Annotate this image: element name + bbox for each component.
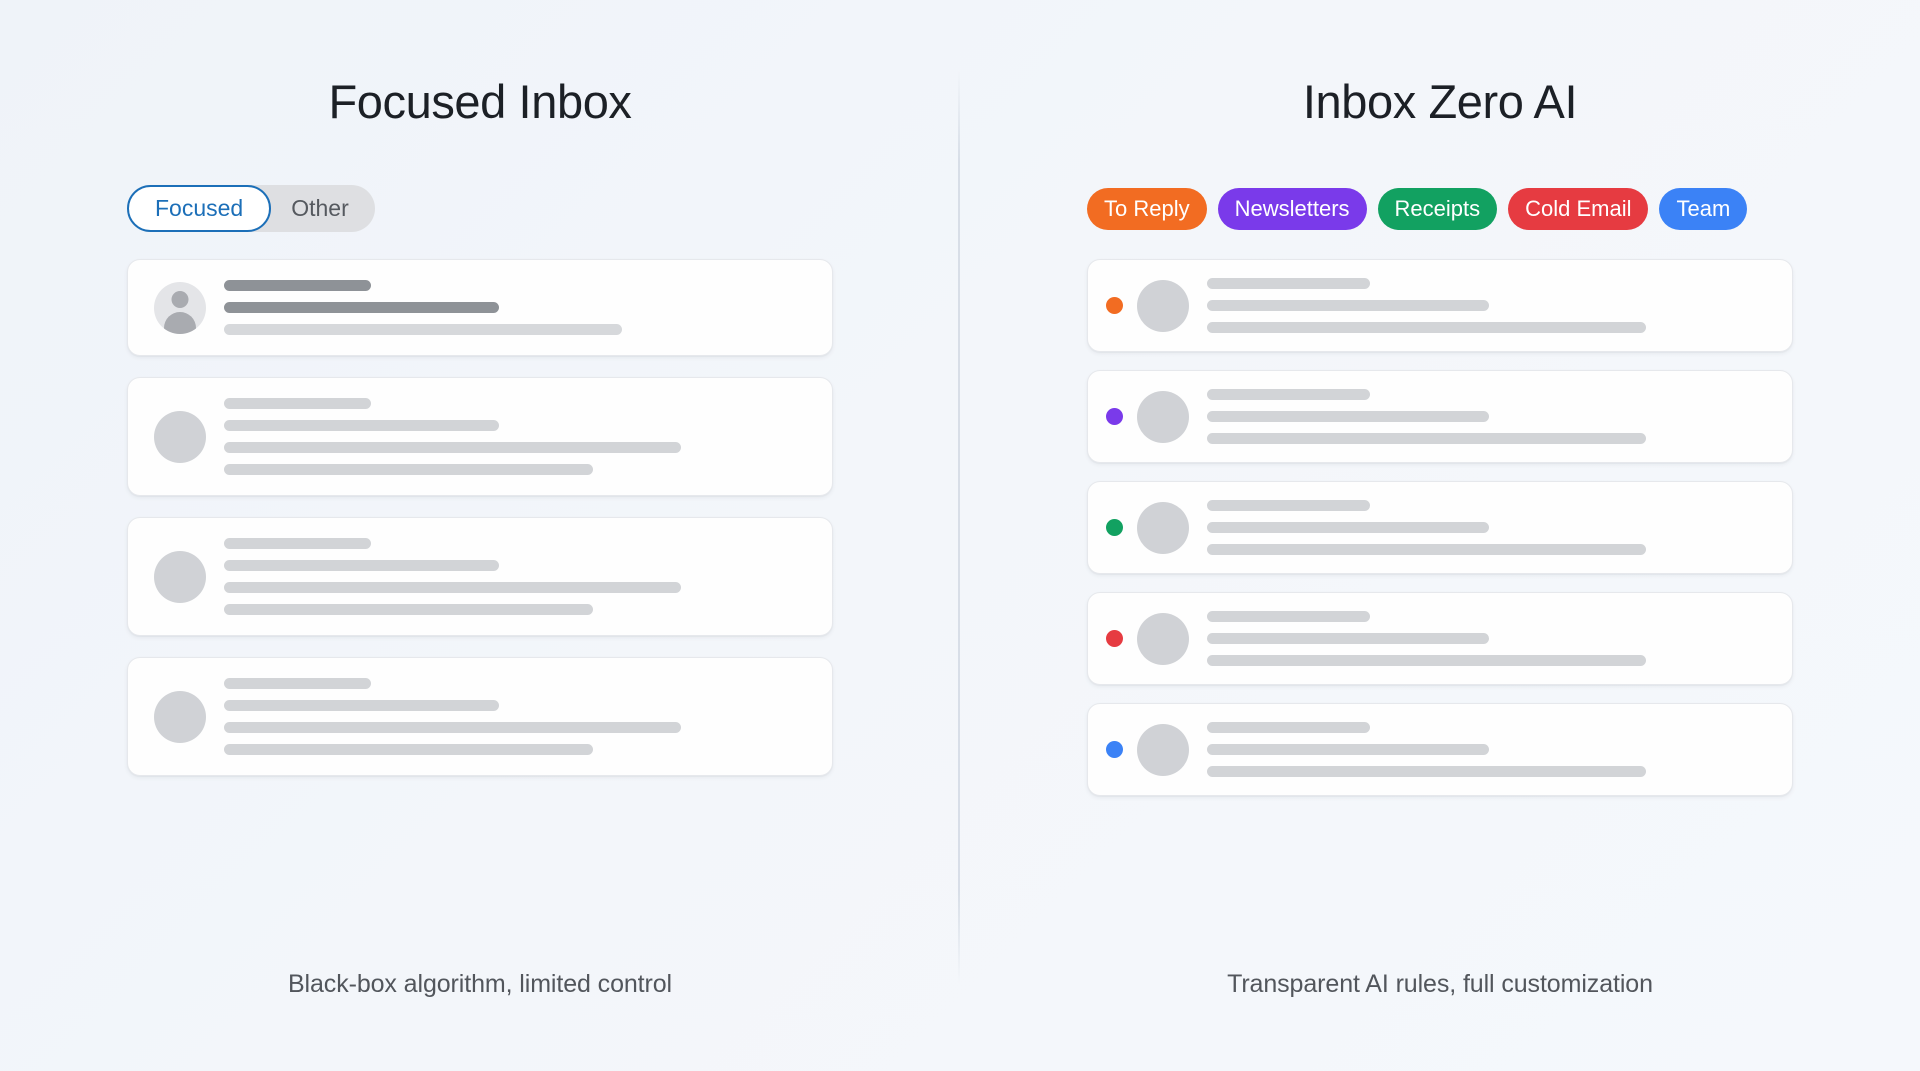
right-panel-title: Inbox Zero AI (1302, 75, 1578, 128)
skeleton-lines (1207, 722, 1770, 777)
email-list-item[interactable] (1087, 259, 1793, 352)
skeleton-bar (1207, 411, 1489, 422)
skeleton-bar (1207, 544, 1647, 555)
skeleton-bar (224, 538, 371, 549)
avatar-head (171, 290, 189, 308)
skeleton-bar (224, 464, 594, 475)
skeleton-bar (224, 442, 682, 453)
avatar (1137, 501, 1189, 554)
avatar (154, 410, 206, 463)
skeleton-bar (1207, 766, 1647, 777)
person-avatar-icon (154, 281, 206, 334)
category-dot-icon (1106, 741, 1123, 758)
tab-other[interactable]: Other (291, 195, 349, 221)
skeleton-bar (224, 280, 371, 291)
category-pill[interactable]: To Reply (1087, 187, 1207, 230)
left-email-list (127, 259, 833, 776)
avatar-body (164, 311, 196, 334)
skeleton-bar (1207, 722, 1371, 733)
email-list-item[interactable] (1087, 703, 1793, 796)
email-list-item[interactable] (1087, 370, 1793, 463)
skeleton-bar (1207, 744, 1489, 755)
category-dot-icon (1106, 297, 1123, 314)
skeleton-bar (1207, 300, 1489, 311)
skeleton-bar (224, 678, 371, 689)
skeleton-lines (1207, 611, 1770, 666)
skeleton-bar (1207, 655, 1647, 666)
right-panel-caption: Transparent AI rules, full customization (1227, 970, 1653, 998)
category-pill[interactable]: Cold Email (1508, 187, 1649, 230)
skeleton-lines (1207, 389, 1770, 444)
avatar (1137, 279, 1189, 332)
skeleton-bar (224, 324, 623, 335)
avatar (1137, 723, 1189, 776)
avatar (1137, 390, 1189, 443)
panel-divider (958, 70, 960, 983)
skeleton-bar (224, 560, 500, 571)
skeleton-bar (224, 398, 371, 409)
email-list-item[interactable] (1087, 592, 1793, 685)
skeleton-lines (1207, 278, 1770, 333)
skeleton-bar (224, 582, 682, 593)
skeleton-bar (1207, 389, 1371, 400)
category-dot-icon (1106, 519, 1123, 536)
skeleton-bar (1207, 278, 1371, 289)
email-list-item[interactable] (1087, 481, 1793, 574)
skeleton-bar (224, 302, 500, 313)
skeleton-bar (224, 604, 594, 615)
category-pill-row: To Reply Newsletters Receipts Cold Email Tea… (1087, 185, 1793, 232)
skeleton-bar (1207, 433, 1647, 444)
email-list-item[interactable] (127, 377, 833, 496)
category-dot-icon (1106, 408, 1123, 425)
focused-other-toggle-row: Focused Other (127, 185, 833, 232)
right-email-list (1087, 259, 1793, 796)
skeleton-bar (1207, 322, 1647, 333)
email-list-item[interactable] (127, 657, 833, 776)
avatar (154, 550, 206, 603)
email-list-item[interactable] (127, 259, 833, 356)
skeleton-lines (224, 398, 810, 475)
category-dot-icon (1106, 630, 1123, 647)
skeleton-lines (1207, 500, 1770, 555)
category-pill[interactable]: Newsletters (1217, 187, 1367, 230)
category-pill[interactable]: Receipts (1377, 187, 1498, 230)
skeleton-bar (224, 420, 500, 431)
skeleton-lines (224, 280, 810, 335)
skeleton-lines (224, 678, 810, 755)
left-panel-focused-inbox: Focused Inbox Focused Other Black-box al… (127, 75, 833, 998)
right-panel-inbox-zero-ai: Inbox Zero AI To Reply Newsletters Receipt… (960, 0, 1920, 1071)
avatar (1137, 612, 1189, 665)
skeleton-bar (224, 700, 500, 711)
category-pill[interactable]: Team (1659, 187, 1748, 230)
left-panel-caption: Black-box algorithm, limited control (287, 970, 673, 998)
avatar (154, 690, 206, 743)
email-list-item[interactable] (127, 517, 833, 636)
skeleton-bar (1207, 611, 1371, 622)
skeleton-lines (224, 538, 810, 615)
skeleton-bar (224, 722, 682, 733)
skeleton-bar (1207, 500, 1371, 511)
tab-focused[interactable]: Focused (127, 185, 272, 232)
skeleton-bar (1207, 522, 1489, 533)
skeleton-bar (224, 744, 594, 755)
skeleton-bar (1207, 633, 1489, 644)
segmented-control[interactable]: Focused Other (127, 185, 375, 232)
left-panel-title: Focused Inbox (328, 75, 632, 128)
